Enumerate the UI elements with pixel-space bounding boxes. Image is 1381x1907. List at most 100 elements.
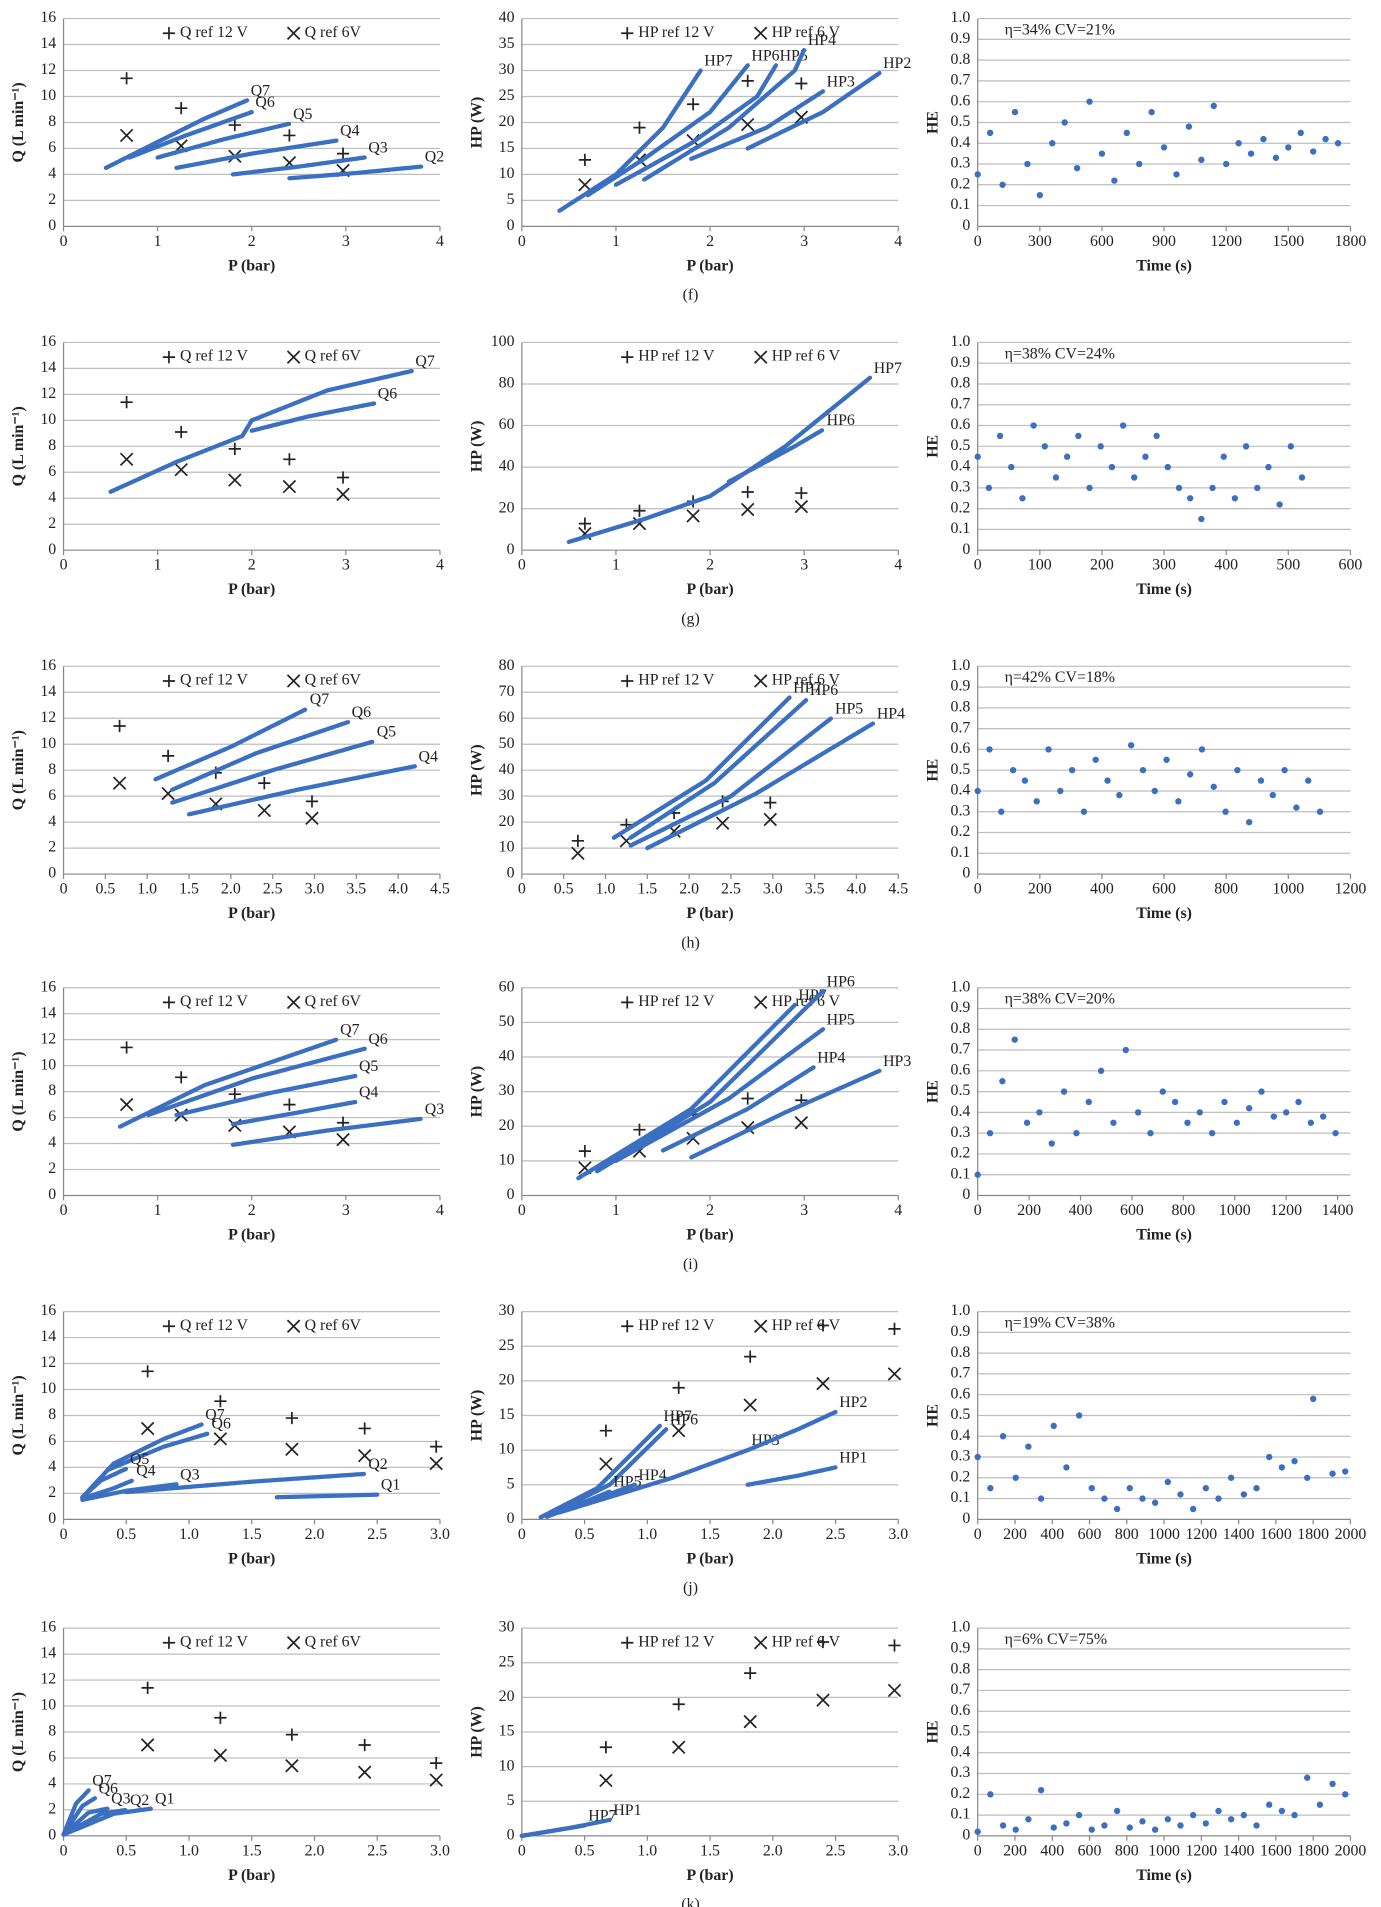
y-tick-label: 0.2 [951, 1785, 971, 1802]
x-tick-label: 100 [1028, 557, 1052, 574]
data-point [1122, 1046, 1129, 1054]
legend-symbol [621, 1636, 634, 1649]
curve-label: Q7 [310, 691, 329, 708]
ref-marker [430, 1440, 443, 1453]
curve-label: HP3 [827, 73, 855, 90]
x-tick-label: 0 [974, 881, 982, 898]
legend-symbol [286, 1319, 301, 1333]
data-point [1320, 1113, 1327, 1120]
y-axis-label: HP (W) [468, 97, 485, 149]
y-tick-label: 0 [48, 1510, 56, 1527]
y-tick-label: 25 [499, 1337, 515, 1354]
data-point [1147, 1129, 1154, 1137]
y-tick-label: 2 [48, 1160, 56, 1177]
x-tick-label: 1500 [1272, 233, 1304, 250]
y-tick-label: 0.1 [951, 520, 971, 537]
x-tick-label: 1.5 [637, 881, 657, 898]
y-tick-label: 0.7 [951, 395, 971, 412]
legend-symbol [621, 1320, 634, 1333]
legend-label: HP ref 6 V [772, 672, 841, 689]
y-tick-label: 60 [499, 416, 515, 433]
x-tick-label: 0 [974, 1526, 982, 1543]
y-tick-label: 0.1 [951, 844, 971, 861]
x-axis-label: P (bar) [228, 257, 275, 274]
data-point [1196, 1109, 1203, 1116]
y-tick-label: 0.4 [951, 782, 971, 799]
data-point [1092, 756, 1099, 763]
y-tick-label: 0.3 [951, 1124, 971, 1141]
data-point [1227, 1474, 1235, 1481]
data-point [1073, 1129, 1080, 1137]
curve [105, 1431, 210, 1473]
x-axis-label: P (bar) [686, 1550, 733, 1567]
data-point [1329, 1470, 1336, 1477]
curve-label: Q1 [381, 1477, 400, 1494]
y-tick-label: 15 [499, 1723, 515, 1740]
curve [146, 1046, 367, 1118]
ref-marker [816, 1693, 830, 1707]
y-tick-label: 10 [40, 735, 56, 752]
curve [230, 1116, 424, 1147]
chart: 0 0.1 0.2 0.3 0.4 0.5 0.6 0.7 0.8 0.9 1.0 0 300 600 90… [924, 9, 1366, 274]
data-point [1164, 1478, 1171, 1486]
x-tick-label: 2 [706, 557, 714, 574]
chart: 0 0.1 0.2 0.3 0.4 0.5 0.6 0.7 0.8 0.9 1.0 0 100 200 30… [924, 333, 1362, 598]
annotation: η=6% CV=75% [1005, 1631, 1108, 1648]
curve [124, 1471, 367, 1495]
x-tick-label: 2.5 [263, 881, 283, 898]
x-tick-label: 4 [894, 557, 902, 574]
y-tick-label: 0.7 [951, 719, 971, 736]
y-tick-label: 0 [507, 541, 515, 558]
data-point [1050, 1824, 1057, 1831]
curve [186, 764, 418, 817]
y-tick-label: 10 [40, 87, 56, 104]
curve-label: Q7 [415, 353, 434, 370]
x-axis-label: Time (s) [1136, 1550, 1192, 1567]
data-point [1309, 148, 1317, 155]
ref-marker [672, 1381, 685, 1394]
curve [80, 1478, 135, 1501]
x-tick-label: 1000 [1272, 881, 1304, 898]
curve-label: HP2 [883, 55, 911, 72]
curve [576, 1002, 797, 1181]
y-tick-label: 0.6 [951, 416, 971, 433]
data-point [1127, 742, 1135, 749]
legend-label: Q ref 12 V [180, 672, 249, 689]
ref-marker [633, 504, 646, 517]
y-axis-label: HP (W) [468, 421, 485, 473]
curve [174, 1073, 358, 1118]
x-tick-label: 3 [800, 233, 808, 250]
ref-marker [119, 1097, 134, 1112]
curve [628, 716, 834, 848]
ref-marker [358, 1422, 371, 1435]
data-point [1287, 443, 1294, 450]
data-point [1223, 160, 1230, 168]
x-tick-label: 600 [1152, 881, 1176, 898]
x-tick-label: 2.5 [367, 1842, 387, 1859]
x-tick-label: 2.5 [826, 1842, 846, 1859]
legend-label: HP ref 6 V [772, 993, 841, 1010]
data-point [1175, 798, 1182, 805]
data-point [1220, 453, 1227, 460]
x-axis-label: Time (s) [1136, 257, 1192, 274]
data-point [1104, 777, 1111, 784]
data-point [1023, 1119, 1031, 1126]
data-point [987, 1485, 994, 1492]
y-tick-label: 40 [499, 9, 515, 26]
data-point [1048, 1140, 1055, 1147]
curve-label: Q7 [92, 1773, 111, 1790]
curve-label: Q6 [99, 1780, 118, 1797]
y-tick-label: 100 [491, 333, 515, 350]
ref-marker [258, 777, 271, 790]
ref-marker [175, 425, 188, 439]
y-tick-label: 0.8 [951, 375, 971, 392]
legend-symbol [162, 350, 176, 364]
annotation: η=38% CV=20% [1005, 991, 1115, 1008]
y-tick-label: 0.6 [951, 1061, 971, 1078]
curve [628, 697, 809, 840]
curve-label: HP7 [704, 53, 732, 70]
data-point [1119, 422, 1127, 429]
ref-marker [357, 1765, 372, 1779]
x-tick-label: 2.5 [721, 881, 741, 898]
chart: 0 20 40 60 80 100 0 1 2 3 4 P (bar) HP (W) HP ref 12 … [468, 333, 902, 598]
